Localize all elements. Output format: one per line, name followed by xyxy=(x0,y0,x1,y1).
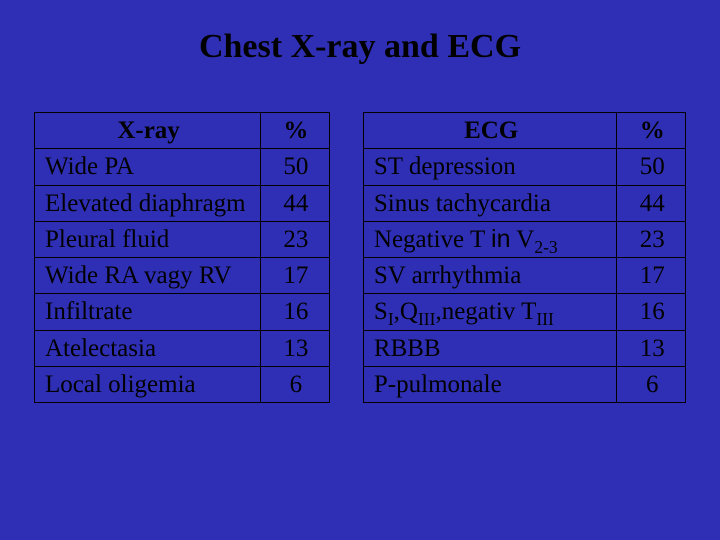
header-xray: X-ray xyxy=(35,113,261,149)
header-ecg: ECG xyxy=(363,113,617,149)
cell-ecg: SV arrhythmia xyxy=(363,258,617,294)
column-gap xyxy=(329,149,363,185)
data-table: X-ray % ECG % Wide PA 50 ST depression 5… xyxy=(34,112,686,403)
cell-percent: 17 xyxy=(261,258,330,294)
column-gap xyxy=(329,221,363,257)
column-gap xyxy=(329,330,363,366)
cell-percent: 13 xyxy=(261,330,330,366)
cell-ecg: RBBB xyxy=(363,330,617,366)
cell-ecg: ST depression xyxy=(363,149,617,185)
cell-xray: Elevated diaphragm xyxy=(35,185,261,221)
cell-ecg: Negative T in V2-3 xyxy=(363,221,617,257)
cell-ecg: P-pulmonale xyxy=(363,366,617,402)
table-row: Elevated diaphragm 44 Sinus tachycardia … xyxy=(35,185,686,221)
cell-percent: 50 xyxy=(617,149,686,185)
column-gap xyxy=(329,366,363,402)
cell-xray: Wide PA xyxy=(35,149,261,185)
header-percent: % xyxy=(261,113,330,149)
column-gap xyxy=(329,113,363,149)
slide-title: Chest X-ray and ECG xyxy=(34,28,686,66)
table-row: Atelectasia 13 RBBB 13 xyxy=(35,330,686,366)
table-row: Wide PA 50 ST depression 50 xyxy=(35,149,686,185)
cell-percent: 16 xyxy=(617,294,686,330)
cell-xray: Pleural fluid xyxy=(35,221,261,257)
cell-percent: 6 xyxy=(617,366,686,402)
cell-xray: Wide RA vagy RV xyxy=(35,258,261,294)
table-body: X-ray % ECG % Wide PA 50 ST depression 5… xyxy=(35,113,686,403)
cell-ecg: Sinus tachycardia xyxy=(363,185,617,221)
column-gap xyxy=(329,185,363,221)
cell-percent: 44 xyxy=(617,185,686,221)
cell-percent: 23 xyxy=(261,221,330,257)
table-row: Local oligemia 6 P-pulmonale 6 xyxy=(35,366,686,402)
table-row: Pleural fluid 23 Negative T in V2-3 23 xyxy=(35,221,686,257)
cell-percent: 23 xyxy=(617,221,686,257)
column-gap xyxy=(329,294,363,330)
cell-percent: 16 xyxy=(261,294,330,330)
header-percent: % xyxy=(617,113,686,149)
cell-percent: 17 xyxy=(617,258,686,294)
table-header-row: X-ray % ECG % xyxy=(35,113,686,149)
cell-percent: 13 xyxy=(617,330,686,366)
cell-xray: Local oligemia xyxy=(35,366,261,402)
column-gap xyxy=(329,258,363,294)
cell-percent: 6 xyxy=(261,366,330,402)
table-row: Infiltrate 16 SI,QIII,negativ TIII 16 xyxy=(35,294,686,330)
table-row: Wide RA vagy RV 17 SV arrhythmia 17 xyxy=(35,258,686,294)
cell-xray: Atelectasia xyxy=(35,330,261,366)
cell-ecg: SI,QIII,negativ TIII xyxy=(363,294,617,330)
slide: Chest X-ray and ECG X-ray % ECG % Wide P… xyxy=(0,0,720,540)
cell-percent: 44 xyxy=(261,185,330,221)
cell-percent: 50 xyxy=(261,149,330,185)
cell-xray: Infiltrate xyxy=(35,294,261,330)
